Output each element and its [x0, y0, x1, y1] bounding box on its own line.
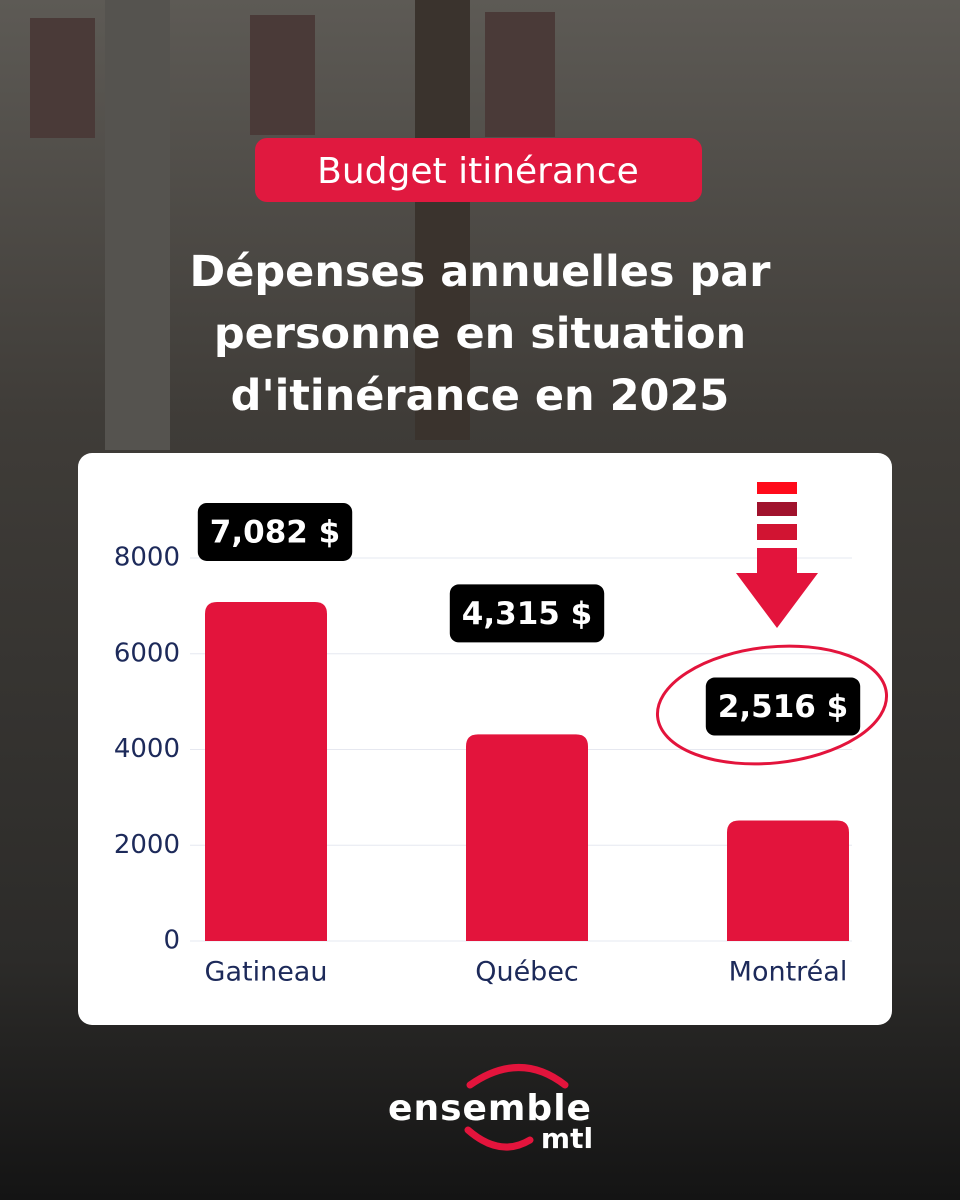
- title-line: d'itinérance en 2025: [231, 371, 730, 421]
- arrow-head: [736, 548, 818, 628]
- down-arrow: [736, 482, 818, 628]
- logo-arc: [466, 1064, 569, 1089]
- brand-sub: mtl: [541, 1122, 593, 1155]
- arrow-stripe: [757, 524, 797, 540]
- window: [30, 18, 95, 138]
- value-label-box: [449, 584, 605, 643]
- y-tick-label: 6000: [114, 638, 180, 668]
- brand-name: ensemble: [388, 1088, 592, 1129]
- bar: [205, 601, 327, 941]
- value-label-box: [705, 677, 861, 736]
- title-line: personne en situation: [214, 309, 746, 359]
- tag-text: Budget itinérance: [317, 151, 639, 192]
- y-tick-label: 8000: [114, 543, 180, 573]
- y-tick-label: 4000: [114, 734, 180, 764]
- tag-badge: [255, 138, 702, 202]
- y-tick-label: 0: [163, 926, 180, 956]
- logo-arc: [464, 1126, 534, 1151]
- value-label-box: [197, 502, 353, 561]
- plot: 0 2000 4000 6000 8000 Gatineau 7,082 $ Québec 4,…: [114, 502, 861, 988]
- value-label: 4,315 $: [462, 596, 592, 632]
- tree-trunk: [415, 0, 470, 440]
- x-tick-label: Gatineau: [205, 957, 328, 988]
- highlight-circle: [655, 644, 889, 766]
- arrow-stripe: [757, 502, 797, 516]
- arrow-stripe: [757, 482, 797, 494]
- x-tick-label: Montréal: [729, 957, 848, 988]
- window: [485, 12, 555, 137]
- x-tick-label: Québec: [475, 957, 579, 988]
- y-tick-label: 2000: [114, 830, 180, 860]
- value-label: 7,082 $: [210, 514, 340, 550]
- title-line: Dépenses annuelles par: [190, 247, 772, 297]
- bar: [466, 734, 588, 941]
- window: [250, 15, 315, 135]
- value-label: 2,516 $: [718, 689, 848, 725]
- bar: [727, 820, 849, 941]
- pole: [105, 0, 170, 450]
